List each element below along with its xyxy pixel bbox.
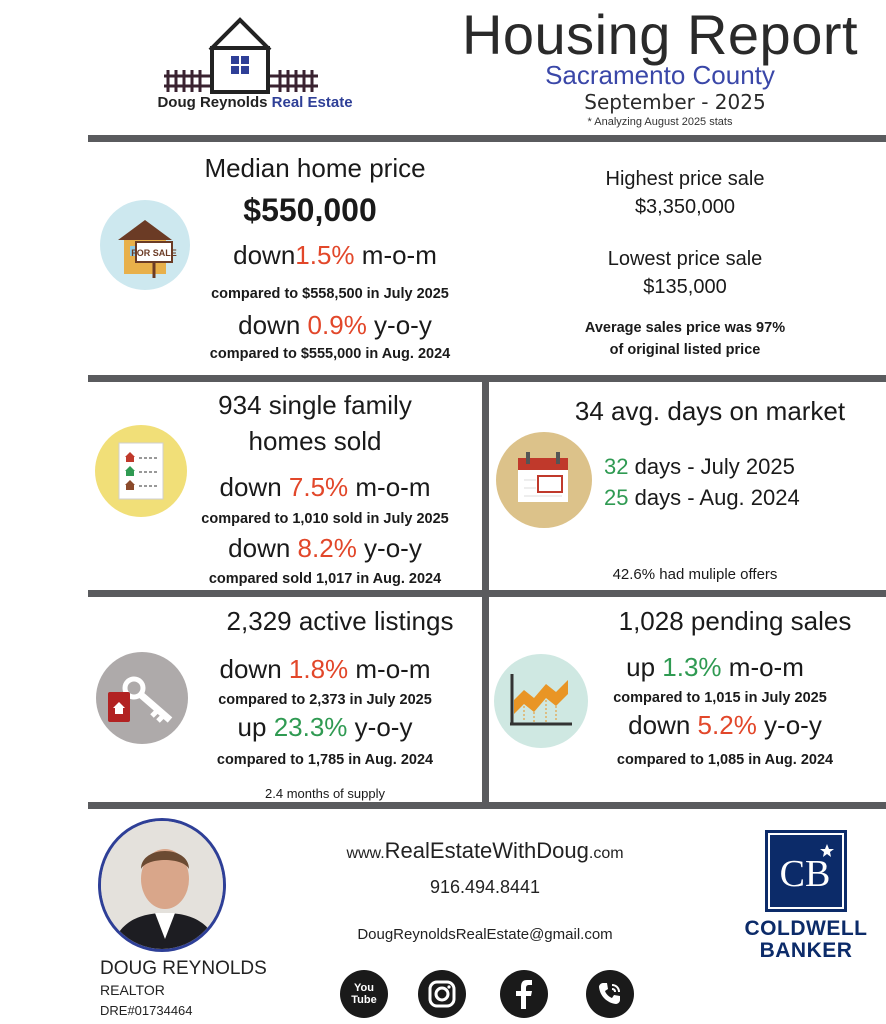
active-yoy-line: up 23.3% y-o-y [190, 712, 460, 743]
instagram-icon[interactable] [418, 970, 466, 1018]
days-heading: 34 avg. days on market [574, 396, 846, 426]
youtube-icon[interactable]: You Tube [340, 970, 388, 1018]
website-link[interactable]: www.RealEstateWithDoug.com [300, 838, 670, 864]
website-main: RealEstateWithDoug [384, 838, 589, 863]
median-value: $550,000 [243, 192, 377, 228]
pending-mom-suffix: m-o-m [728, 652, 804, 682]
sold-yoy-pct: 8.2% [297, 533, 357, 563]
sold-heading-line1: 934 single family [218, 390, 412, 420]
supply-note: 2.4 months of supply [265, 786, 385, 801]
brand-second: Real Estate [271, 94, 353, 111]
sold-yoy-compare: compared sold 1,017 in Aug. 2024 [208, 571, 442, 587]
youtube-bottom-text: Tube [351, 994, 377, 1006]
pending-yoy-pct: 5.2% [697, 710, 757, 740]
checklist-icon [95, 425, 187, 517]
pending-yoy-compare: compared to 1,085 in Aug. 2024 [616, 752, 834, 768]
pending-heading: 1,028 pending sales [618, 606, 852, 636]
youtube-top-text: You [354, 982, 374, 994]
coldwell-banker-logo-icon: CB [765, 830, 847, 912]
report-month: September - 2025 [584, 90, 766, 114]
active-yoy-compare: compared to 1,785 in Aug. 2024 [216, 752, 434, 768]
median-yoy-word: down [238, 310, 301, 340]
pending-yoy-word: down [628, 710, 691, 740]
pending-mom-pct: 1.3% [662, 652, 722, 682]
sold-mom-pct: 7.5% [288, 472, 349, 502]
phone-icon[interactable] [586, 970, 634, 1018]
active-mom-line: down 1.8% m-o-m [190, 654, 460, 685]
sold-mom-suffix: m-o-m [355, 472, 431, 502]
calendar-icon [496, 432, 592, 528]
highest-label: Highest price sale [605, 168, 765, 190]
days-line2-num: 25 [604, 485, 629, 510]
phone-number[interactable]: 916.494.8441 [429, 877, 541, 897]
sold-heading-line2: homes sold [248, 426, 382, 456]
pending-mom-line: up 1.3% m-o-m [595, 652, 835, 683]
active-yoy-suffix: y-o-y [354, 712, 413, 742]
lowest-label: Lowest price sale [607, 248, 763, 270]
sold-mom-word: down [219, 472, 282, 502]
active-yoy-pct: 23.3% [273, 712, 348, 742]
for-sale-sign-text: FOR SALE [131, 248, 177, 258]
agent-license: DRE#01734464 [100, 1003, 193, 1018]
median-heading: Median home price [204, 153, 426, 183]
avg-sales-line2: of original listed price [609, 342, 761, 358]
median-yoy-pct: 0.9% [307, 310, 367, 340]
page-title: Housing Report [461, 3, 859, 66]
pending-mom-word: up [626, 652, 656, 682]
active-mom-compare: compared to 2,373 in July 2025 [218, 692, 432, 708]
brokerage-line2: BANKER [759, 939, 853, 962]
pending-yoy-suffix: y-o-y [764, 710, 822, 740]
pending-yoy-line: down 5.2% y-o-y [595, 710, 855, 741]
chart-icon [494, 654, 588, 748]
median-mom-word: down [233, 240, 296, 270]
active-mom-pct: 1.8% [288, 654, 349, 684]
median-mom-compare: compared to $558,500 in July 2025 [211, 286, 449, 302]
brand-name: Doug Reynolds Real Estate [140, 94, 370, 111]
agent-photo [98, 818, 226, 952]
active-yoy-word: up [237, 712, 267, 742]
agent-role: REALTOR [100, 982, 165, 998]
days-line2-rest: days - Aug. 2024 [634, 485, 800, 510]
sold-mom-line: down 7.5% m-o-m [190, 472, 460, 503]
median-yoy-line: down 0.9% y-o-y [190, 310, 480, 341]
website-prefix: www. [346, 845, 385, 862]
county-name: Sacramento County [545, 60, 775, 90]
agent-name: DOUG REYNOLDS [100, 958, 267, 979]
website-suffix: .com [588, 845, 624, 862]
days-line1-rest: days - July 2025 [634, 454, 795, 479]
offers-note: 42.6% had muliple offers [612, 566, 778, 583]
median-yoy-compare: compared to $555,000 in Aug. 2024 [209, 346, 451, 362]
divider-top [88, 135, 886, 142]
for-sale-house-icon: FOR SALE [100, 200, 190, 290]
median-mom-pct: 1.5% [295, 240, 355, 270]
median-yoy-suffix: y-o-y [374, 310, 432, 340]
pending-mom-compare: compared to 1,015 in July 2025 [613, 690, 827, 706]
active-mom-word: down [219, 654, 282, 684]
email-address[interactable]: DougReynoldsRealEstate@gmail.com [357, 926, 613, 943]
days-line2: 25 days - Aug. 2024 [604, 485, 864, 511]
analyzing-note: * Analyzing August 2025 stats [587, 116, 733, 128]
brokerage-name: COLDWELL BANKER [730, 918, 882, 962]
sold-yoy-word: down [228, 533, 291, 563]
active-mom-suffix: m-o-m [355, 654, 431, 684]
median-mom-line: down1.5% m-o-m [190, 240, 480, 271]
house-logo-icon [164, 17, 318, 94]
brand-first: Doug Reynolds [157, 94, 268, 111]
highest-value: $3,350,000 [634, 196, 736, 218]
lowest-value: $135,000 [643, 276, 727, 298]
divider-vertical [482, 375, 489, 809]
active-heading: 2,329 active listings [226, 606, 454, 636]
sold-mom-compare: compared to 1,010 sold in July 2025 [201, 511, 449, 527]
facebook-icon[interactable] [500, 970, 548, 1018]
brokerage-line1: COLDWELL [744, 917, 868, 940]
days-line1: 32 days - July 2025 [604, 454, 864, 480]
cb-mark-text: CB [780, 853, 831, 895]
sold-yoy-line: down 8.2% y-o-y [190, 533, 460, 564]
days-line1-num: 32 [604, 454, 629, 479]
median-mom-suffix: m-o-m [361, 240, 437, 270]
avg-sales-line1: Average sales price was 97% [584, 320, 786, 336]
sold-yoy-suffix: y-o-y [364, 533, 422, 563]
key-icon [96, 652, 188, 744]
